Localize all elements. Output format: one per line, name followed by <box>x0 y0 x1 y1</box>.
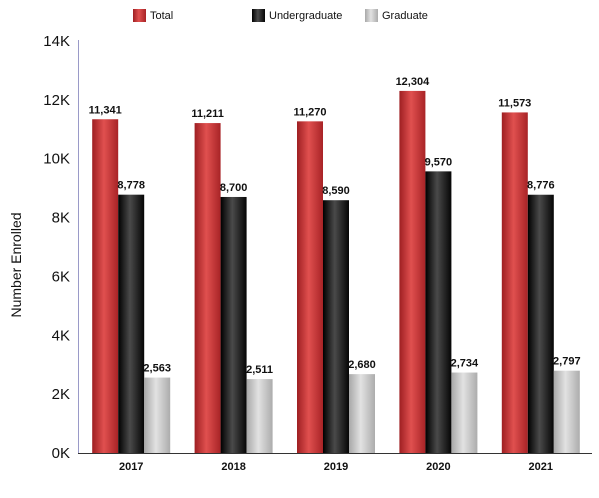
data-label-undergraduate-2018: 8,700 <box>220 182 248 194</box>
bar-undergraduate-2017 <box>118 194 145 453</box>
legend-swatch-undergraduate <box>252 9 265 22</box>
x-axis-ticks: 2017 2018 2019 2020 2021 <box>119 461 553 473</box>
data-label-graduate-2018: 2,511 <box>246 364 273 376</box>
y-tick-label: 14K <box>43 33 70 50</box>
bar-undergraduate-2021 <box>527 194 554 453</box>
bar-graduate-2020 <box>451 372 478 453</box>
data-label-total-2018: 11,211 <box>191 108 223 120</box>
bar-total-2019 <box>297 121 323 453</box>
legend-label-graduate: Graduate <box>382 10 428 22</box>
data-label-total-2021: 11,573 <box>498 97 531 109</box>
legend-label-total: Total <box>150 10 173 22</box>
data-label-undergraduate-2019: 8,590 <box>322 185 350 197</box>
y-tick-label: 10K <box>43 151 70 168</box>
legend-label-undergraduate: Undergraduate <box>269 10 342 22</box>
data-label-undergraduate-2021: 8,776 <box>527 180 555 192</box>
bar-undergraduate-2018 <box>220 196 247 453</box>
y-tick-label: 6K <box>52 268 70 285</box>
data-label-total-2017: 11,341 <box>89 104 122 116</box>
bar-undergraduate-2019 <box>323 200 349 453</box>
bar-graduate-2019 <box>349 374 375 453</box>
data-label-undergraduate-2020: 9,570 <box>425 156 453 168</box>
data-label-total-2019: 11,270 <box>293 106 326 118</box>
x-tick-label-2018: 2018 <box>221 461 245 473</box>
legend-swatch-total <box>133 9 146 22</box>
bar-total-2018 <box>194 123 221 453</box>
legend: Total Undergraduate Graduate <box>133 9 428 22</box>
bar-total-2017 <box>92 119 119 453</box>
data-label-undergraduate-2017: 8,778 <box>117 180 145 192</box>
data-label-total-2020: 12,304 <box>396 76 431 88</box>
bar-graduate-2018 <box>246 379 273 453</box>
y-tick-label: 2K <box>52 386 70 403</box>
data-label-graduate-2017: 2,563 <box>143 363 171 375</box>
bar-graduate-2017 <box>144 377 171 453</box>
y-tick-label: 8K <box>52 210 70 227</box>
bars <box>92 90 580 453</box>
x-tick-label-2019: 2019 <box>324 461 348 473</box>
bar-total-2020 <box>399 90 426 453</box>
x-tick-label-2021: 2021 <box>529 461 553 473</box>
bar-undergraduate-2020 <box>425 171 452 453</box>
x-tick-label-2020: 2020 <box>426 461 450 473</box>
bar-total-2021 <box>501 112 528 453</box>
y-axis-title: Number Enrolled <box>8 212 24 317</box>
data-label-graduate-2020: 2,734 <box>451 358 479 370</box>
bar-graduate-2021 <box>553 370 580 453</box>
x-tick-label-2017: 2017 <box>119 461 143 473</box>
data-label-graduate-2021: 2,797 <box>553 356 581 368</box>
y-tick-label: 4K <box>52 327 70 344</box>
data-label-graduate-2019: 2,680 <box>348 359 376 371</box>
y-tick-label: 0K <box>52 445 70 462</box>
y-tick-label: 12K <box>43 92 70 109</box>
data-labels: 11,341 8,778 2,563 11,211 8,700 2,511 11,270 8,… <box>89 76 581 376</box>
legend-swatch-graduate <box>365 9 378 22</box>
y-axis-ticks: 0K 2K 4K 6K 8K 10K 12K 14K <box>43 33 70 462</box>
